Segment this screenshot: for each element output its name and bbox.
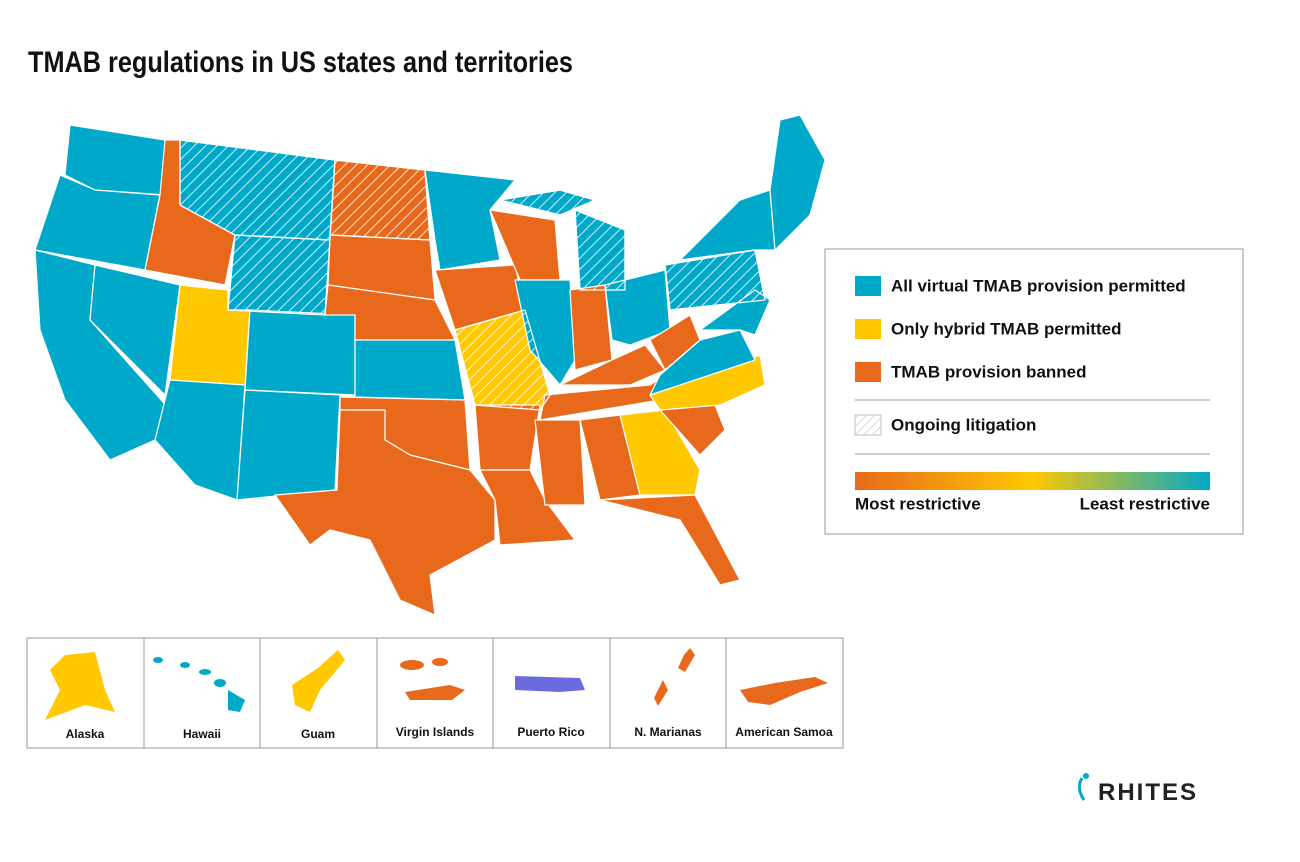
legend-swatch — [855, 319, 881, 339]
territories: Alaska Hawaii Guam Virgin Islands Puerto… — [26, 637, 844, 749]
territory-label: Alaska — [66, 727, 105, 741]
territory-label: American Samoa — [735, 725, 833, 739]
territory-label: Hawaii — [183, 727, 221, 741]
legend: All virtual TMAB provision permitted Onl… — [824, 248, 1244, 535]
title: TMAB regulations in US states and territ… — [28, 46, 573, 79]
gradient-bar — [855, 472, 1210, 490]
territory-label: N. Marianas — [634, 725, 702, 739]
litigation-hatching — [179, 139, 766, 411]
legend-swatch — [854, 414, 882, 436]
territory-label: Puerto Rico — [517, 725, 584, 739]
territory-label: Virgin Islands — [396, 725, 475, 739]
scale-high: Least restrictive — [1080, 494, 1210, 513]
legend-label: All virtual TMAB provision permitted — [891, 276, 1186, 295]
territory-label: Guam — [301, 727, 335, 741]
scale-low: Most restrictive — [855, 494, 981, 513]
legend-label: Only hybrid TMAB permitted — [891, 319, 1121, 338]
us-map — [34, 114, 826, 616]
logo: RHITES — [1077, 773, 1198, 806]
legend-swatch — [855, 362, 881, 382]
legend-label: Ongoing litigation — [891, 415, 1036, 434]
logo-text: RHITES — [1098, 779, 1198, 806]
legend-label: TMAB provision banned — [891, 362, 1087, 381]
legend-swatch — [855, 276, 881, 296]
